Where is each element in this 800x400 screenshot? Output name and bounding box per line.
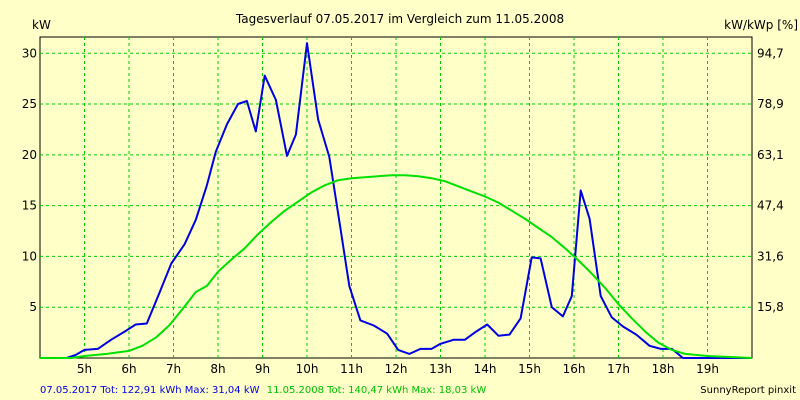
right-tick-label: 15,8 — [757, 300, 784, 314]
left-tick-label: 25 — [22, 97, 37, 111]
right-tick-label: 47,4 — [757, 199, 784, 213]
left-tick-label: 15 — [22, 199, 37, 213]
x-axis-ticks: 5h 6h 7h 8h 9h 10h 11h 12h 13h 14h 15h 16h 17h 18h 19h — [77, 362, 719, 376]
left-tick-label: 20 — [22, 148, 37, 162]
chart-title: Tagesverlauf 07.05.2017 im Vergleich zum… — [235, 12, 564, 26]
footer-legend: 07.05.2017 Tot: 122,91 kWh Max: 31,04 kW… — [40, 385, 486, 396]
x-tick-label: 19h — [696, 362, 719, 376]
x-tick-label: 16h — [563, 362, 586, 376]
right-tick-label: 63,1 — [757, 148, 784, 162]
series-lines — [40, 42, 753, 359]
right-axis-label: kW/kWp [%] — [724, 18, 798, 32]
right-tick-label: 31,6 — [757, 249, 784, 263]
x-tick-label: 15h — [518, 362, 541, 376]
left-tick-label: 5 — [29, 300, 37, 314]
left-tick-label: 30 — [22, 46, 37, 60]
left-axis-ticks: 5 10 15 20 25 30 — [22, 46, 37, 314]
x-tick-label: 18h — [652, 362, 675, 376]
right-axis-ticks: 15,8 31,6 47,4 63,1 78,9 94,7 — [757, 46, 784, 314]
x-tick-label: 5h — [77, 362, 92, 376]
x-tick-label: 13h — [429, 362, 452, 376]
x-tick-label: 8h — [210, 362, 225, 376]
series-line-2017 — [40, 42, 752, 359]
footer-credit: SunnyReport pinxit — [700, 385, 796, 396]
right-tick-label: 78,9 — [757, 97, 784, 111]
x-tick-label: 11h — [340, 362, 363, 376]
x-tick-label: 17h — [607, 362, 630, 376]
x-tick-label: 6h — [121, 362, 136, 376]
legend-green-series: 11.05.2008 Tot: 140,47 kWh Max: 18,03 kW — [267, 385, 487, 396]
left-tick-label: 10 — [22, 249, 37, 263]
x-tick-label: 9h — [255, 362, 270, 376]
right-tick-label: 94,7 — [757, 46, 784, 60]
series-line-2008 — [40, 174, 753, 359]
left-axis-label: kW — [32, 18, 51, 32]
x-tick-label: 14h — [474, 362, 497, 376]
x-tick-label: 7h — [166, 362, 181, 376]
x-tick-label: 10h — [296, 362, 319, 376]
legend-blue-series: 07.05.2017 Tot: 122,91 kWh Max: 31,04 kW — [40, 385, 260, 396]
x-tick-label: 12h — [385, 362, 408, 376]
grid — [40, 37, 752, 358]
